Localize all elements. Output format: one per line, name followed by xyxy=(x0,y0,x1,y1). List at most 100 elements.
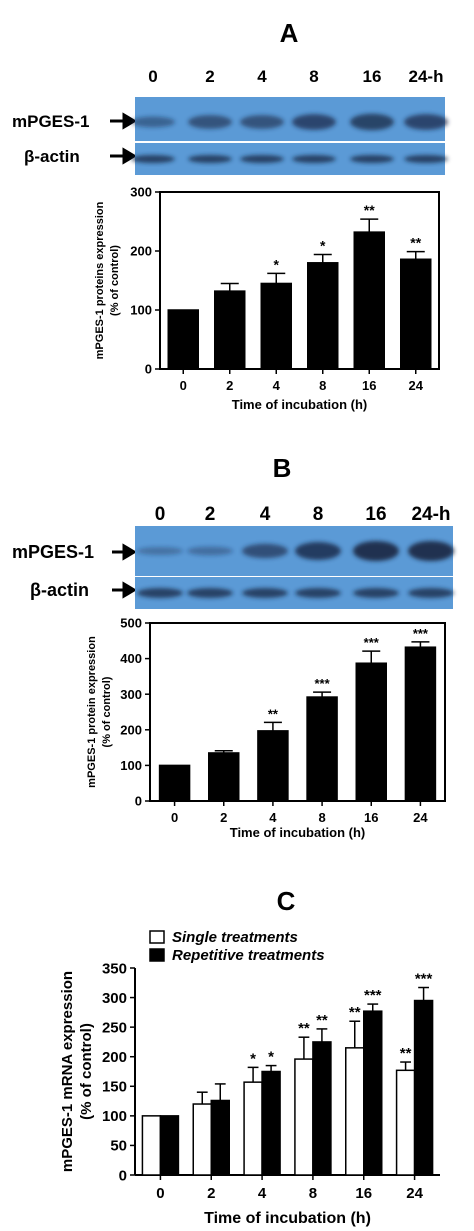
bar xyxy=(312,1041,332,1176)
x-tick-label: 4 xyxy=(273,378,281,393)
y-tick-label: 200 xyxy=(102,1049,127,1066)
blot-time-label: 0 xyxy=(155,504,166,525)
actin-band xyxy=(137,588,183,598)
mpges-band xyxy=(408,541,454,561)
y-tick-label: 500 xyxy=(120,616,142,631)
y-tick-label: 200 xyxy=(120,722,142,737)
y-tick-label: 200 xyxy=(130,244,152,259)
bar xyxy=(306,696,338,802)
significance-marker: ** xyxy=(400,1045,412,1062)
panel-b-actin-arrow xyxy=(112,581,137,599)
bar xyxy=(400,258,432,370)
blot-time-label: 2 xyxy=(205,504,216,525)
x-tick-label: 4 xyxy=(269,810,277,825)
panel-b-blot-times: 0 2 4 8 16 24-h xyxy=(155,504,451,525)
bar xyxy=(159,1115,180,1176)
significance-marker: ** xyxy=(349,1004,361,1021)
panel-a-blot-times: 0 2 4 8 16 24-h xyxy=(148,67,443,86)
actin-band xyxy=(295,588,341,598)
mpges-band xyxy=(295,542,341,560)
panel-a-bands xyxy=(131,113,448,163)
x-tick-label: 16 xyxy=(355,1185,372,1202)
significance-marker: ** xyxy=(298,1020,310,1037)
y-tick-label: 400 xyxy=(120,651,142,666)
panel-c-letter: C xyxy=(277,886,296,916)
actin-band xyxy=(242,588,288,598)
bar xyxy=(395,1069,416,1176)
bar xyxy=(243,1081,263,1176)
panel-a-actin-strip xyxy=(135,143,445,175)
bar xyxy=(260,282,292,370)
bar xyxy=(345,1047,365,1176)
legend-label: Single treatments xyxy=(172,929,298,946)
bar xyxy=(214,290,246,370)
significance-marker: *** xyxy=(413,626,429,641)
bar xyxy=(192,1103,212,1176)
actin-band xyxy=(187,588,233,598)
legend-label: Repetitive treatments xyxy=(172,947,325,964)
blot-time-label: 8 xyxy=(309,67,318,86)
y-tick-label: 0 xyxy=(119,1167,127,1184)
bar xyxy=(210,1099,230,1176)
x-tick-label: 24 xyxy=(413,810,428,825)
significance-marker: * xyxy=(320,238,326,254)
x-tick-label: 24 xyxy=(406,1185,423,1202)
panel-b: B 0 2 4 8 16 24-h mPGES-1 β-actin 01002003004… xyxy=(12,453,454,840)
x-tick-label: 0 xyxy=(171,810,178,825)
panel-b-bands xyxy=(137,541,454,598)
panel-a-blot: 0 2 4 8 16 24-h mPGES-1 β-actin xyxy=(12,67,448,175)
significance-marker: *** xyxy=(415,971,433,988)
blot-time-label: 4 xyxy=(260,504,271,525)
bar xyxy=(307,262,339,370)
y-axis-title: mPGES-1 mRNA expression xyxy=(59,971,76,1172)
mpges-band xyxy=(240,115,284,129)
mpges-band xyxy=(350,113,394,131)
panel-b-letter: B xyxy=(273,453,292,483)
significance-marker: * xyxy=(250,1050,256,1067)
y-tick-label: 250 xyxy=(102,1019,127,1036)
plot-frame xyxy=(159,191,440,370)
plot-frame xyxy=(149,622,446,802)
legend-swatch xyxy=(149,948,165,962)
y-tick-label: 300 xyxy=(120,687,142,702)
significance-marker: * xyxy=(268,1049,274,1066)
bar xyxy=(261,1070,281,1176)
blot-time-label: 4 xyxy=(257,67,267,86)
panel-a: A 0 2 4 8 16 24-h mPGES-1 β-actin 01002003000… xyxy=(12,18,448,412)
y-axis-title: mPGES-1 protein expression xyxy=(86,636,98,788)
bar xyxy=(167,309,199,370)
x-tick-label: 24 xyxy=(409,378,424,393)
actin-band xyxy=(350,155,394,163)
x-tick-label: 8 xyxy=(309,1185,317,1202)
actin-band xyxy=(292,155,336,163)
actin-band xyxy=(404,155,448,163)
blot-time-label: 24-h xyxy=(411,504,450,525)
y-tick-label: 100 xyxy=(130,303,152,318)
bar xyxy=(158,764,191,802)
bar xyxy=(413,999,434,1176)
panel-b-mpges-arrow xyxy=(112,543,137,561)
significance-marker: ** xyxy=(268,706,279,721)
blot-time-label: 16 xyxy=(365,504,386,525)
mpges-band xyxy=(187,546,233,556)
mpges-band xyxy=(137,546,183,556)
bar xyxy=(141,1115,162,1176)
y-axis-title: (% of control) xyxy=(101,676,113,747)
x-tick-label: 2 xyxy=(226,378,233,393)
panel-b-blot: 0 2 4 8 16 24-h mPGES-1 β-actin xyxy=(12,504,454,609)
actin-band xyxy=(188,155,232,163)
x-axis-title: Time of incubation (h) xyxy=(204,1210,371,1227)
actin-band xyxy=(408,588,454,598)
y-tick-label: 300 xyxy=(130,185,152,200)
actin-band xyxy=(353,588,399,598)
panel-a-actin-label: β-actin xyxy=(24,147,80,166)
panel-a-mpges-strip xyxy=(135,97,445,141)
y-tick-label: 100 xyxy=(102,1108,127,1125)
x-tick-label: 8 xyxy=(318,810,325,825)
significance-marker: *** xyxy=(314,676,330,691)
panel-a-mpges-arrow xyxy=(110,112,137,130)
